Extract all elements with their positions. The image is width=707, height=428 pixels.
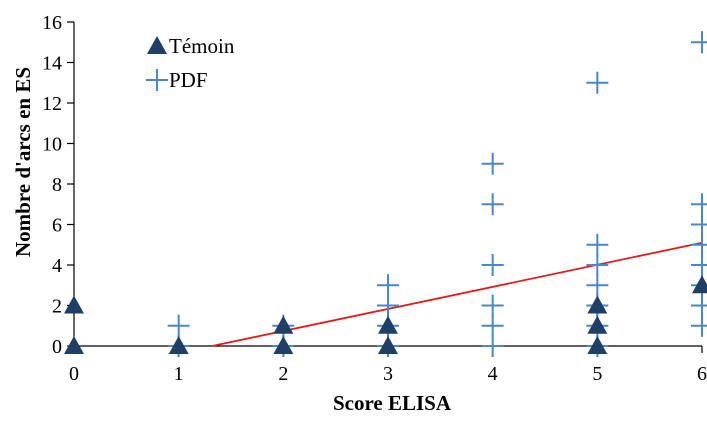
data-point-plus — [481, 254, 504, 276]
data-point-plus — [377, 274, 399, 297]
y-axis-title: Nombre d'arcs en ES — [11, 67, 35, 257]
data-point-triangle — [168, 336, 189, 354]
y-tick-label: 4 — [52, 255, 62, 277]
data-point-plus — [377, 294, 399, 317]
data-point-triangle — [692, 275, 707, 294]
y-tick-label: 0 — [52, 336, 62, 358]
legend-label: PDF — [169, 68, 208, 92]
data-point-triangle — [64, 295, 84, 314]
data-point-triangle — [273, 336, 294, 354]
data-point-triangle — [587, 336, 608, 354]
x-axis-title: Score ELISA — [333, 391, 452, 415]
x-tick-label: 0 — [69, 363, 79, 385]
y-tick-label: 12 — [42, 93, 62, 115]
data-point-plus — [481, 314, 504, 337]
data-point-plus — [691, 233, 707, 256]
y-tick-label: 16 — [42, 12, 62, 34]
y-tick-label: 6 — [52, 215, 62, 237]
data-point-triangle — [378, 336, 398, 354]
x-tick-label: 1 — [174, 363, 184, 385]
data-point-plus — [481, 152, 504, 175]
data-point-triangle — [64, 336, 84, 354]
data-point-plus — [481, 193, 504, 216]
legend-marker-plus — [146, 69, 168, 91]
data-point-plus — [481, 335, 504, 357]
series-temoin — [64, 275, 707, 354]
data-point-plus — [481, 294, 504, 317]
data-point-plus — [691, 193, 707, 216]
series-pdf — [167, 31, 707, 357]
data-point-plus — [586, 71, 609, 94]
x-tick-label: 3 — [383, 363, 393, 385]
data-point-triangle — [587, 315, 608, 334]
y-tick-label: 2 — [52, 296, 62, 318]
data-point-plus — [167, 314, 190, 337]
x-tick-label: 2 — [278, 363, 288, 385]
y-tick-label: 8 — [52, 174, 62, 196]
data-point-triangle — [587, 295, 608, 314]
data-point-plus — [586, 254, 609, 276]
data-point-triangle — [378, 315, 398, 334]
legend-label: Témoin — [169, 34, 235, 58]
data-point-plus — [586, 274, 609, 297]
data-points — [64, 31, 707, 357]
x-tick-label: 4 — [488, 363, 498, 385]
x-tick-label: 6 — [697, 363, 707, 385]
data-point-plus — [691, 314, 707, 337]
data-point-plus — [691, 294, 707, 317]
legend-marker-triangle — [147, 36, 167, 54]
x-tick-label: 5 — [592, 363, 602, 385]
y-tick-label: 10 — [42, 134, 62, 156]
data-point-plus — [691, 31, 707, 54]
data-point-plus — [586, 233, 609, 256]
trendline-layer — [211, 241, 703, 347]
data-point-plus — [691, 254, 707, 276]
axes — [67, 21, 703, 353]
data-point-plus — [691, 213, 707, 236]
legend: Témoin PDF — [146, 34, 235, 92]
y-tick-label: 14 — [42, 53, 62, 75]
trendline — [211, 241, 703, 347]
data-point-triangle — [273, 315, 294, 334]
